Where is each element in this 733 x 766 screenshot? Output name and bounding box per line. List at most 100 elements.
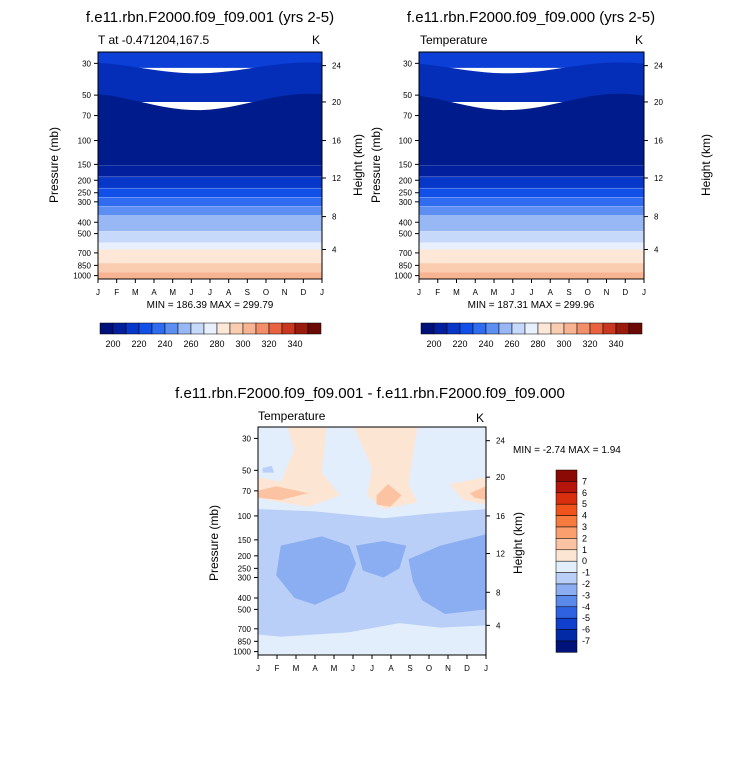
panel-2-ylabel: Pressure (mb) xyxy=(369,127,383,203)
x-tick-label: J xyxy=(370,664,374,673)
colorbar-swatch xyxy=(472,322,487,335)
y-tick-label: 700 xyxy=(78,249,92,258)
x-tick-label: N xyxy=(282,288,288,297)
colorbar-label: 260 xyxy=(183,339,198,349)
panel-3-right-label: K xyxy=(476,411,484,425)
colorbar-label: 320 xyxy=(582,339,597,349)
panel-3-y2label: Height (km) xyxy=(511,512,525,574)
colorbar-swatch xyxy=(524,322,539,335)
x-tick-label: A xyxy=(312,664,318,673)
x-tick-label: M xyxy=(293,664,300,673)
y2-tick-label: 8 xyxy=(332,213,337,222)
contour-band xyxy=(98,231,322,243)
contour-band xyxy=(98,52,322,68)
contour-band xyxy=(419,263,644,273)
y-tick-label: 200 xyxy=(238,552,252,561)
contour-band xyxy=(98,206,322,216)
y-tick-label: 250 xyxy=(78,189,92,198)
x-tick-label: J xyxy=(351,664,355,673)
colorbar-swatch xyxy=(125,322,140,335)
colorbar-swatch xyxy=(294,322,309,335)
colorbar-label: 320 xyxy=(261,339,276,349)
x-tick-label: A xyxy=(226,288,232,297)
y2-tick-label: 16 xyxy=(332,137,341,146)
colorbar-label: 220 xyxy=(452,339,467,349)
colorbar-label: 0 xyxy=(582,556,587,566)
colorbar-swatch xyxy=(615,322,630,335)
y2-tick-label: 20 xyxy=(654,98,663,107)
y2-tick-label: 24 xyxy=(332,62,341,71)
x-tick-label: D xyxy=(464,664,470,673)
colorbar-swatch xyxy=(555,469,578,482)
y2-tick-label: 4 xyxy=(332,245,337,254)
x-tick-label: O xyxy=(263,288,269,297)
diff-contour-region xyxy=(262,465,274,473)
x-tick-label: A xyxy=(151,288,157,297)
x-tick-label: O xyxy=(426,664,432,673)
colorbar-swatch xyxy=(229,322,244,335)
colorbar-swatch xyxy=(555,503,578,516)
y2-tick-label: 8 xyxy=(496,588,501,597)
colorbar-label: 300 xyxy=(235,339,250,349)
colorbar-label: -3 xyxy=(582,590,590,600)
panel-2-minmax: MIN = 187.31 MAX = 299.96 xyxy=(468,300,595,311)
colorbar-swatch xyxy=(138,322,153,335)
colorbar-label: 3 xyxy=(582,522,587,532)
x-tick-label: F xyxy=(435,288,440,297)
y2-tick-label: 20 xyxy=(332,98,341,107)
colorbar-label: 300 xyxy=(556,339,571,349)
contour-band xyxy=(419,62,644,102)
x-tick-label: J xyxy=(208,288,212,297)
contour-band xyxy=(419,165,644,177)
panel-1-title: f.e11.rbn.F2000.f09_f09.001 (yrs 2-5) xyxy=(86,9,334,26)
diff-contour-region xyxy=(376,484,402,507)
colorbar-swatch xyxy=(268,322,283,335)
panel-1-minmax: MIN = 186.39 MAX = 299.79 xyxy=(147,300,274,311)
x-tick-label: F xyxy=(275,664,280,673)
x-tick-label: S xyxy=(566,288,571,297)
panel-1: f.e11.rbn.F2000.f09_f09.001 (yrs 2-5) T … xyxy=(47,9,365,349)
contour-band xyxy=(98,215,322,232)
contour-band xyxy=(419,197,644,207)
x-tick-label: D xyxy=(300,288,306,297)
colorbar-swatch xyxy=(602,322,617,335)
y-tick-label: 300 xyxy=(78,198,92,207)
contour-band xyxy=(98,62,322,102)
colorbar-swatch xyxy=(563,322,578,335)
contour-band xyxy=(98,272,322,279)
colorbar-label: -6 xyxy=(582,625,590,635)
x-tick-label: N xyxy=(604,288,610,297)
diff-contour-region xyxy=(258,486,309,500)
y-tick-label: 70 xyxy=(242,487,251,496)
x-tick-label: S xyxy=(245,288,250,297)
colorbar-swatch xyxy=(555,538,578,551)
y2-tick-label: 16 xyxy=(496,512,505,521)
y-tick-label: 700 xyxy=(238,625,252,634)
colorbar-label: 200 xyxy=(426,339,441,349)
y-tick-label: 1000 xyxy=(394,272,412,281)
x-tick-label: A xyxy=(473,288,479,297)
colorbar-swatch xyxy=(555,606,578,619)
colorbar-swatch xyxy=(511,322,526,335)
contour-band xyxy=(98,197,322,207)
colorbar-swatch xyxy=(555,617,578,630)
contour-band xyxy=(98,263,322,273)
colorbar-swatch xyxy=(216,322,231,335)
colorbar-swatch xyxy=(555,549,578,562)
y-tick-label: 500 xyxy=(238,605,252,614)
x-tick-label: J xyxy=(189,288,193,297)
colorbar-label: 2 xyxy=(582,533,587,543)
colorbar-label: -5 xyxy=(582,613,590,623)
contour-band xyxy=(98,165,322,177)
colorbar-swatch xyxy=(555,629,578,642)
y-tick-label: 250 xyxy=(238,564,252,573)
diff-contour-region xyxy=(470,486,486,500)
colorbar-swatch xyxy=(555,640,578,653)
y-tick-label: 150 xyxy=(238,536,252,545)
colorbar-swatch xyxy=(555,583,578,596)
x-tick-label: J xyxy=(96,288,100,297)
panel-3-ylabel: Pressure (mb) xyxy=(207,505,221,581)
y-tick-label: 850 xyxy=(78,261,92,270)
panel-1-right-label: K xyxy=(312,33,320,47)
